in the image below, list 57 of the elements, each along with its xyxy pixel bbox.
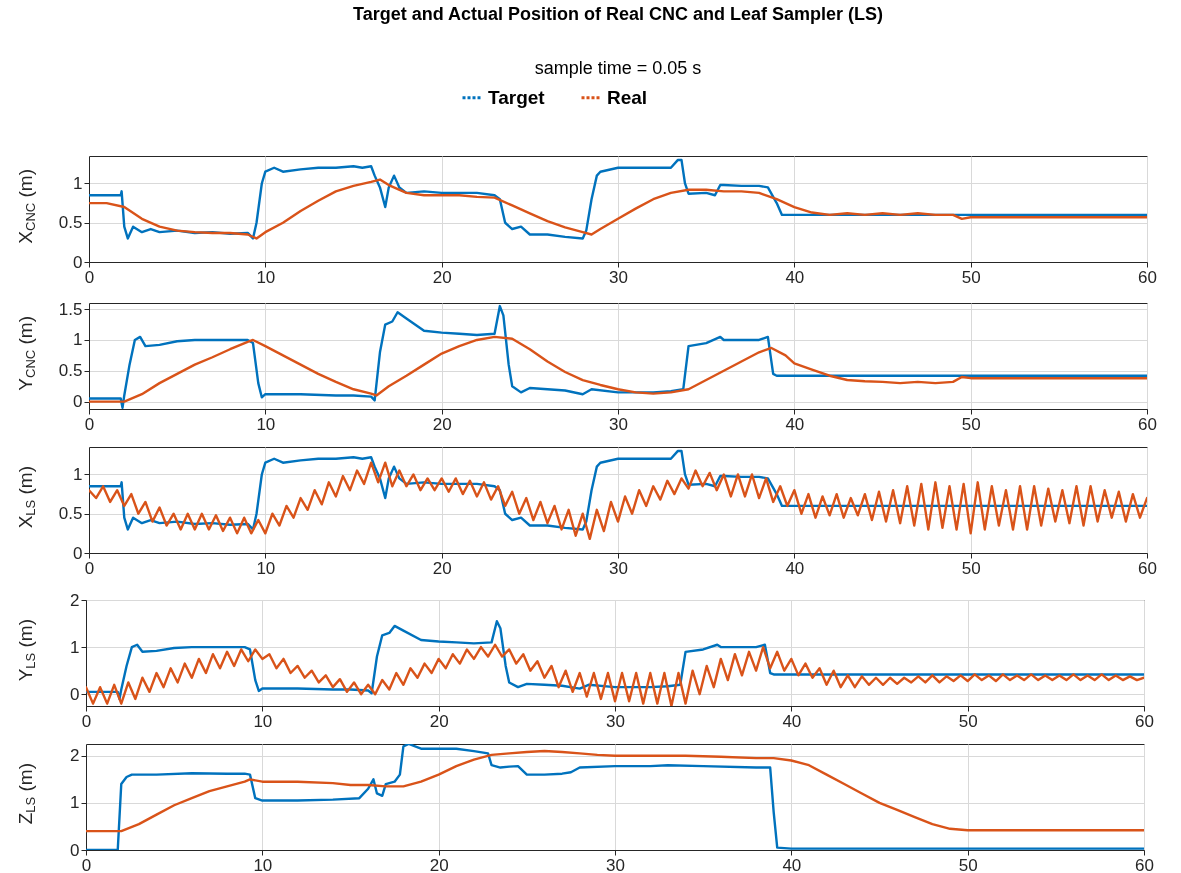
x-tick-label: 60 — [1138, 558, 1157, 578]
x-tick-label: 40 — [782, 711, 802, 731]
x-tick-label: 40 — [785, 414, 805, 434]
x-tick-label: 40 — [785, 558, 805, 578]
y-tick-label: 1 — [70, 793, 80, 813]
y-tick-label: 1 — [70, 637, 80, 657]
y-tick-label: 2 — [70, 590, 80, 610]
y-tick-label: 1.5 — [58, 299, 83, 319]
legend-label: Real — [607, 86, 648, 108]
line-series — [89, 158, 1147, 240]
x-tick-label: 50 — [961, 558, 981, 578]
y-tick-label: 1 — [73, 173, 83, 193]
y-tick-label: 2 — [70, 746, 80, 766]
y-tick-label: 1 — [73, 330, 83, 350]
x-tick-label: 50 — [961, 267, 981, 287]
y-tick-label: 0 — [73, 543, 83, 563]
x-tick-label: 20 — [432, 414, 452, 434]
x-tick-label: 20 — [432, 267, 452, 287]
x-tick-label: 10 — [256, 414, 276, 434]
legend-label: Target — [488, 86, 546, 108]
x-tick-label: 10 — [256, 558, 276, 578]
y-tick-label: 1 — [73, 464, 83, 484]
x-tick-label: 10 — [256, 267, 276, 287]
x-tick-label: 40 — [785, 267, 805, 287]
x-tick-label: 50 — [961, 414, 981, 434]
x-tick-label: 10 — [253, 855, 273, 873]
x-tick-label: 60 — [1135, 855, 1154, 873]
x-tick-label: 20 — [429, 855, 449, 873]
line-series — [89, 461, 1147, 541]
x-tick-label: 30 — [606, 711, 625, 731]
x-tick-label: 30 — [606, 855, 625, 873]
line-series — [89, 178, 1147, 240]
y-tick-label: 0 — [73, 392, 83, 412]
x-tick-label: 30 — [609, 267, 628, 287]
y-tick-label: 0.5 — [58, 361, 83, 381]
x-tick-label: 30 — [609, 558, 628, 578]
line-series — [89, 335, 1147, 403]
x-tick-label: 30 — [609, 414, 628, 434]
line-series — [89, 449, 1147, 531]
chart-title: Target and Actual Position of Real CNC and Leaf Sampler (LS) — [352, 4, 884, 24]
x-tick-label: 60 — [1138, 267, 1157, 287]
y-tick-label: 0.5 — [58, 504, 83, 524]
y-tick-label: 0 — [70, 840, 80, 860]
x-tick-label: 60 — [1135, 711, 1154, 731]
x-tick-label: 60 — [1138, 414, 1157, 434]
line-series — [86, 749, 1144, 833]
chart-subtitle: sample time = 0.05 s — [534, 58, 702, 78]
x-tick-label: 20 — [432, 558, 452, 578]
x-tick-label: 20 — [429, 711, 449, 731]
x-tick-label: 50 — [958, 855, 978, 873]
y-tick-label: 0 — [70, 684, 80, 704]
line-series — [86, 620, 1144, 701]
x-tick-label: 50 — [958, 711, 978, 731]
y-tick-label: 0.5 — [58, 213, 83, 233]
x-tick-label: 40 — [782, 855, 802, 873]
y-tick-label: 0 — [73, 252, 83, 272]
x-tick-label: 10 — [253, 711, 273, 731]
